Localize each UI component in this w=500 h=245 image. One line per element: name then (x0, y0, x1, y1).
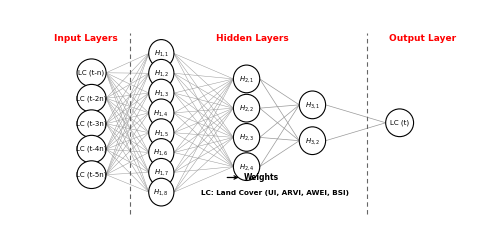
Text: Output Layer: Output Layer (390, 34, 456, 43)
Text: $H_{2,2}$: $H_{2,2}$ (239, 103, 254, 113)
Text: Input Layers: Input Layers (54, 34, 118, 43)
Ellipse shape (148, 40, 174, 67)
Ellipse shape (148, 139, 174, 166)
Text: $H_{1,2}$: $H_{1,2}$ (154, 68, 169, 78)
Text: $H_{1,6}$: $H_{1,6}$ (154, 147, 169, 158)
Text: LC (t-5n): LC (t-5n) (76, 172, 107, 178)
Ellipse shape (77, 84, 106, 112)
Ellipse shape (148, 79, 174, 107)
Ellipse shape (77, 110, 106, 138)
Text: LC (t-2n): LC (t-2n) (76, 95, 107, 101)
Text: $H_{1,3}$: $H_{1,3}$ (154, 88, 169, 98)
Ellipse shape (234, 94, 260, 122)
Text: $H_{2,3}$: $H_{2,3}$ (239, 132, 254, 142)
Text: $H_{1,4}$: $H_{1,4}$ (154, 108, 169, 118)
Ellipse shape (300, 127, 326, 155)
Ellipse shape (77, 135, 106, 163)
Text: $H_{1,1}$: $H_{1,1}$ (154, 49, 169, 59)
Ellipse shape (148, 59, 174, 87)
Text: LC (t-4n): LC (t-4n) (76, 146, 107, 152)
Ellipse shape (234, 153, 260, 181)
Ellipse shape (148, 159, 174, 186)
Ellipse shape (386, 109, 413, 137)
Text: Weights: Weights (244, 173, 279, 182)
Text: $H_{1,8}$: $H_{1,8}$ (154, 187, 169, 197)
Ellipse shape (234, 65, 260, 93)
Text: $H_{2,1}$: $H_{2,1}$ (239, 74, 254, 84)
Ellipse shape (77, 59, 106, 87)
Text: Hidden Layers: Hidden Layers (216, 34, 289, 43)
Text: $H_{3,1}$: $H_{3,1}$ (304, 100, 320, 110)
Text: LC (t): LC (t) (390, 120, 409, 126)
Text: LC (t-n): LC (t-n) (78, 70, 104, 76)
Ellipse shape (300, 91, 326, 119)
Ellipse shape (148, 99, 174, 127)
Text: $H_{1,7}$: $H_{1,7}$ (154, 167, 169, 177)
Text: $H_{1,5}$: $H_{1,5}$ (154, 128, 169, 138)
Text: LC (t-3n): LC (t-3n) (76, 121, 107, 127)
Text: LC: Land Cover (UI, ARVI, AWEI, BSI): LC: Land Cover (UI, ARVI, AWEI, BSI) (201, 190, 349, 196)
Ellipse shape (77, 161, 106, 188)
Ellipse shape (148, 178, 174, 206)
Text: $H_{3,2}$: $H_{3,2}$ (304, 136, 320, 146)
Ellipse shape (234, 123, 260, 151)
Text: $H_{2,4}$: $H_{2,4}$ (238, 162, 254, 172)
Ellipse shape (148, 119, 174, 147)
